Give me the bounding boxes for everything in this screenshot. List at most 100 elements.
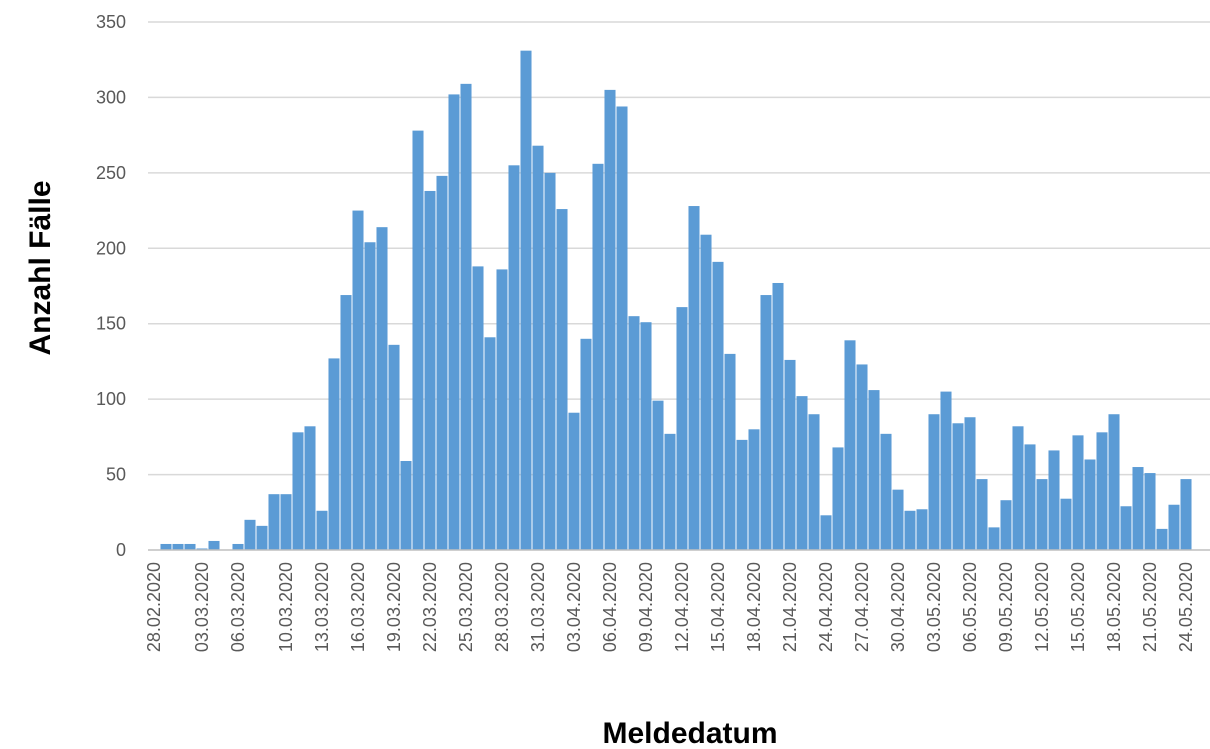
bar [1120, 506, 1132, 550]
x-tick-label: 19.03.2020 [384, 562, 404, 652]
bar [1132, 467, 1144, 550]
bar [688, 206, 700, 550]
bar [496, 269, 508, 550]
x-tick-label: 03.04.2020 [564, 562, 584, 652]
bar [400, 460, 412, 550]
x-tick-label: 03.03.2020 [192, 562, 212, 652]
bar [556, 209, 568, 550]
bar [568, 412, 580, 550]
x-tick-label: 28.03.2020 [492, 562, 512, 652]
bar [712, 261, 724, 550]
x-axis-title: Meldedatum [602, 717, 777, 749]
bar [184, 543, 196, 550]
bar [736, 439, 748, 550]
bar [784, 359, 796, 550]
x-tick-label: 21.04.2020 [780, 562, 800, 652]
bar [1108, 414, 1120, 550]
y-axis-title: Anzahl Fälle [24, 180, 57, 355]
y-tick-label: 300 [96, 87, 126, 107]
x-tick-label: 09.05.2020 [996, 562, 1016, 652]
bar [304, 426, 316, 550]
bar [1168, 504, 1180, 550]
bar [952, 423, 964, 550]
bar [364, 242, 376, 550]
bar [604, 89, 616, 550]
bar [388, 344, 400, 550]
bar [376, 227, 388, 550]
bar [1024, 444, 1036, 550]
x-tick-label: 06.03.2020 [228, 562, 248, 652]
bar [352, 210, 364, 551]
bar [844, 340, 856, 550]
bar [256, 525, 268, 550]
bar [292, 432, 304, 550]
bar [832, 447, 844, 550]
bar [796, 396, 808, 550]
x-tick-label: 03.05.2020 [924, 562, 944, 652]
x-tick-label: 06.04.2020 [600, 562, 620, 652]
bar [652, 400, 664, 550]
bar [424, 190, 436, 550]
bar [676, 307, 688, 550]
bar [268, 494, 280, 550]
bar [892, 489, 904, 550]
bar [664, 433, 676, 550]
y-tick-label: 200 [96, 238, 126, 258]
bar [232, 543, 244, 550]
bar [928, 414, 940, 550]
bar [328, 358, 340, 550]
x-tick-label: 31.03.2020 [528, 562, 548, 652]
bar [808, 414, 820, 550]
x-tick-label: 22.03.2020 [420, 562, 440, 652]
bar [868, 390, 880, 550]
bar [700, 234, 712, 551]
bar [1000, 500, 1012, 550]
x-tick-label: 13.03.2020 [312, 562, 332, 652]
x-tick-label: 27.04.2020 [852, 562, 872, 652]
bar [940, 391, 952, 550]
bar [880, 433, 892, 550]
bar [208, 540, 220, 550]
bar [520, 50, 532, 551]
bar [856, 364, 868, 550]
bar [748, 429, 760, 550]
bar [160, 543, 172, 550]
bar [484, 337, 496, 550]
bar [1156, 528, 1168, 550]
x-tick-label: 06.05.2020 [960, 562, 980, 652]
bar [772, 282, 784, 550]
bar [628, 316, 640, 550]
bars [160, 50, 1192, 551]
x-tick-label: 10.03.2020 [276, 562, 296, 652]
x-tick-label: 16.03.2020 [348, 562, 368, 652]
x-tick-label: 21.05.2020 [1140, 562, 1160, 652]
bar [580, 338, 592, 550]
bar [592, 163, 604, 550]
bar [472, 266, 484, 550]
x-axis-tick-labels: 28.02.2020 03.03.2020 06.03.2020 10.03.2020… [144, 562, 1196, 652]
bar [1048, 450, 1060, 550]
bar [1180, 479, 1192, 550]
bar [1036, 479, 1048, 550]
x-tick-label: 30.04.2020 [888, 562, 908, 652]
y-tick-label: 250 [96, 163, 126, 183]
bar [1084, 459, 1096, 550]
bar [724, 353, 736, 550]
bar [1060, 498, 1072, 550]
bar [244, 519, 256, 550]
bar [280, 494, 292, 550]
bar [820, 515, 832, 550]
y-tick-label: 50 [106, 465, 126, 485]
bar [1144, 473, 1156, 550]
x-tick-label: 18.04.2020 [744, 562, 764, 652]
bar [760, 295, 772, 550]
y-tick-label: 100 [96, 389, 126, 409]
x-tick-label: 12.04.2020 [672, 562, 692, 652]
bar [532, 145, 544, 550]
y-tick-label: 0 [116, 540, 126, 560]
bar [196, 548, 208, 550]
bar [1012, 426, 1024, 550]
x-tick-label: 12.05.2020 [1032, 562, 1052, 652]
x-tick-label: 25.03.2020 [456, 562, 476, 652]
